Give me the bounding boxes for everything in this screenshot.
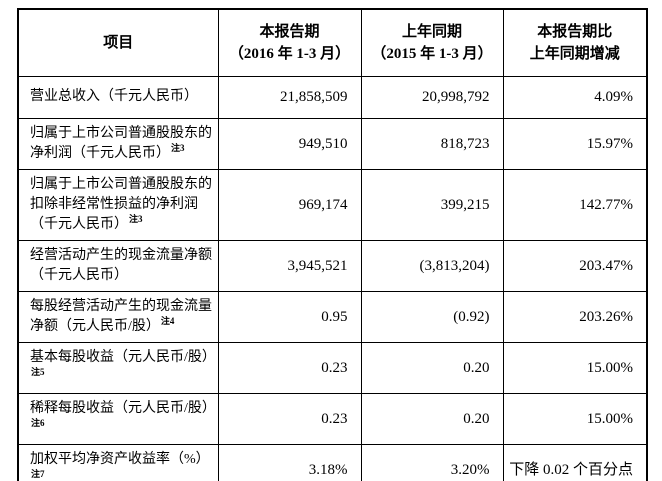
financial-summary-table: 项目 本报告期 （2016 年 1-3 月） 上年同期 （2015 年 1-3 … xyxy=(17,8,648,481)
item-note-superscript: 注3 xyxy=(171,142,185,153)
prior-period-value: 3.20% xyxy=(360,443,504,481)
item-cell: 营业总收入（千元人民币） xyxy=(17,75,219,119)
header-prior-line2: （2015 年 1-3 月） xyxy=(371,45,493,62)
item-note-superscript: 注4 xyxy=(160,315,175,326)
prior-period-value: 818,723 xyxy=(360,117,504,170)
item-note-superscript: 注6 xyxy=(31,417,45,428)
change-value: 15.00% xyxy=(502,341,648,394)
table-row-net-profit: 归属于上市公司普通股股东的净利润（千元人民币）注3 949,510 818,72… xyxy=(17,117,648,170)
item-cell: 每股经营活动产生的现金流量净额（元人民币/股）注4 xyxy=(17,290,219,343)
change-value: 142.77% xyxy=(502,168,648,241)
header-item: 项目 xyxy=(17,8,219,77)
item-label: 营业总收入（千元人民币） xyxy=(30,89,198,104)
header-prior-line1: 上年同期 xyxy=(401,23,462,40)
change-value: 15.00% xyxy=(502,392,648,445)
change-value: 下降 0.02 个百分点 xyxy=(502,443,648,481)
table-row-diluted-eps: 稀释每股收益（元人民币/股）注6 0.23 0.20 15.00% xyxy=(17,392,648,445)
change-value: 15.97% xyxy=(502,117,648,170)
prior-period-value: 0.20 xyxy=(360,392,504,445)
header-row: 项目 本报告期 （2016 年 1-3 月） 上年同期 （2015 年 1-3 … xyxy=(17,8,648,77)
header-item-label: 项目 xyxy=(103,34,134,51)
current-period-value: 3.18% xyxy=(217,443,362,481)
change-value: 4.09% xyxy=(502,75,648,119)
header-prior-period: 上年同期 （2015 年 1-3 月） xyxy=(360,8,504,77)
table-row-operating-cash-flow: 经营活动产生的现金流量净额（千元人民币） 3,945,521 (3,813,20… xyxy=(17,239,648,292)
change-value: 203.47% xyxy=(502,239,648,292)
prior-period-value: (0.92) xyxy=(360,290,504,343)
change-value: 203.26% xyxy=(502,290,648,343)
header-current-period: 本报告期 （2016 年 1-3 月） xyxy=(217,8,362,77)
item-label: 每股经营活动产生的现金流量净额（元人民币/股） xyxy=(30,298,212,334)
header-change-line1: 本报告期比 xyxy=(537,23,613,40)
prior-period-value: 20,998,792 xyxy=(360,75,504,119)
item-label: 加权平均净资产收益率（%） xyxy=(30,451,210,467)
current-period-value: 21,858,509 xyxy=(217,75,362,119)
current-period-value: 0.23 xyxy=(217,392,362,445)
current-period-value: 0.95 xyxy=(217,290,362,343)
table-row-total-revenue: 营业总收入（千元人民币） 21,858,509 20,998,792 4.09% xyxy=(17,75,648,119)
item-note-superscript: 注3 xyxy=(129,213,143,224)
current-period-value: 3,945,521 xyxy=(217,239,362,292)
header-change: 本报告期比 上年同期增减 xyxy=(502,8,648,77)
table-row-net-profit-excl-nonrecurring: 归属于上市公司普通股股东的扣除非经常性损益的净利润（千元人民币）注3 969,1… xyxy=(17,168,648,241)
header-current-line2: （2016 年 1-3 月） xyxy=(228,45,351,62)
current-period-value: 949,510 xyxy=(217,117,362,170)
current-period-value: 0.23 xyxy=(217,341,362,394)
table-row-cash-flow-per-share: 每股经营活动产生的现金流量净额（元人民币/股）注4 0.95 (0.92) 20… xyxy=(17,290,648,343)
item-note-superscript: 注5 xyxy=(31,366,45,377)
item-cell: 归属于上市公司普通股股东的净利润（千元人民币）注3 xyxy=(17,117,219,170)
item-label: 归属于上市公司普通股股东的扣除非经常性损益的净利润（千元人民币） xyxy=(30,176,212,232)
prior-period-value: (3,813,204) xyxy=(360,239,504,292)
item-cell: 归属于上市公司普通股股东的扣除非经常性损益的净利润（千元人民币）注3 xyxy=(17,168,219,241)
item-label: 经营活动产生的现金流量净额（千元人民币） xyxy=(30,247,212,283)
item-cell: 加权平均净资产收益率（%）注7 xyxy=(17,443,219,481)
item-label: 基本每股收益（元人民币/股） xyxy=(30,349,216,365)
item-cell: 经营活动产生的现金流量净额（千元人民币） xyxy=(17,239,219,292)
table-row-weighted-avg-roe: 加权平均净资产收益率（%）注7 3.18% 3.20% 下降 0.02 个百分点 xyxy=(17,443,648,481)
table-row-basic-eps: 基本每股收益（元人民币/股）注5 0.23 0.20 15.00% xyxy=(17,341,648,394)
current-period-value: 969,174 xyxy=(217,168,362,241)
item-cell: 基本每股收益（元人民币/股）注5 xyxy=(17,341,219,394)
item-label: 归属于上市公司普通股股东的净利润（千元人民币） xyxy=(30,125,212,161)
prior-period-value: 399,215 xyxy=(360,168,504,241)
item-label: 稀释每股收益（元人民币/股） xyxy=(30,400,216,416)
header-current-line1: 本报告期 xyxy=(259,23,320,40)
item-note-superscript: 注7 xyxy=(31,468,45,479)
prior-period-value: 0.20 xyxy=(360,341,504,394)
header-change-line2: 上年同期增减 xyxy=(529,45,620,62)
item-cell: 稀释每股收益（元人民币/股）注6 xyxy=(17,392,219,445)
